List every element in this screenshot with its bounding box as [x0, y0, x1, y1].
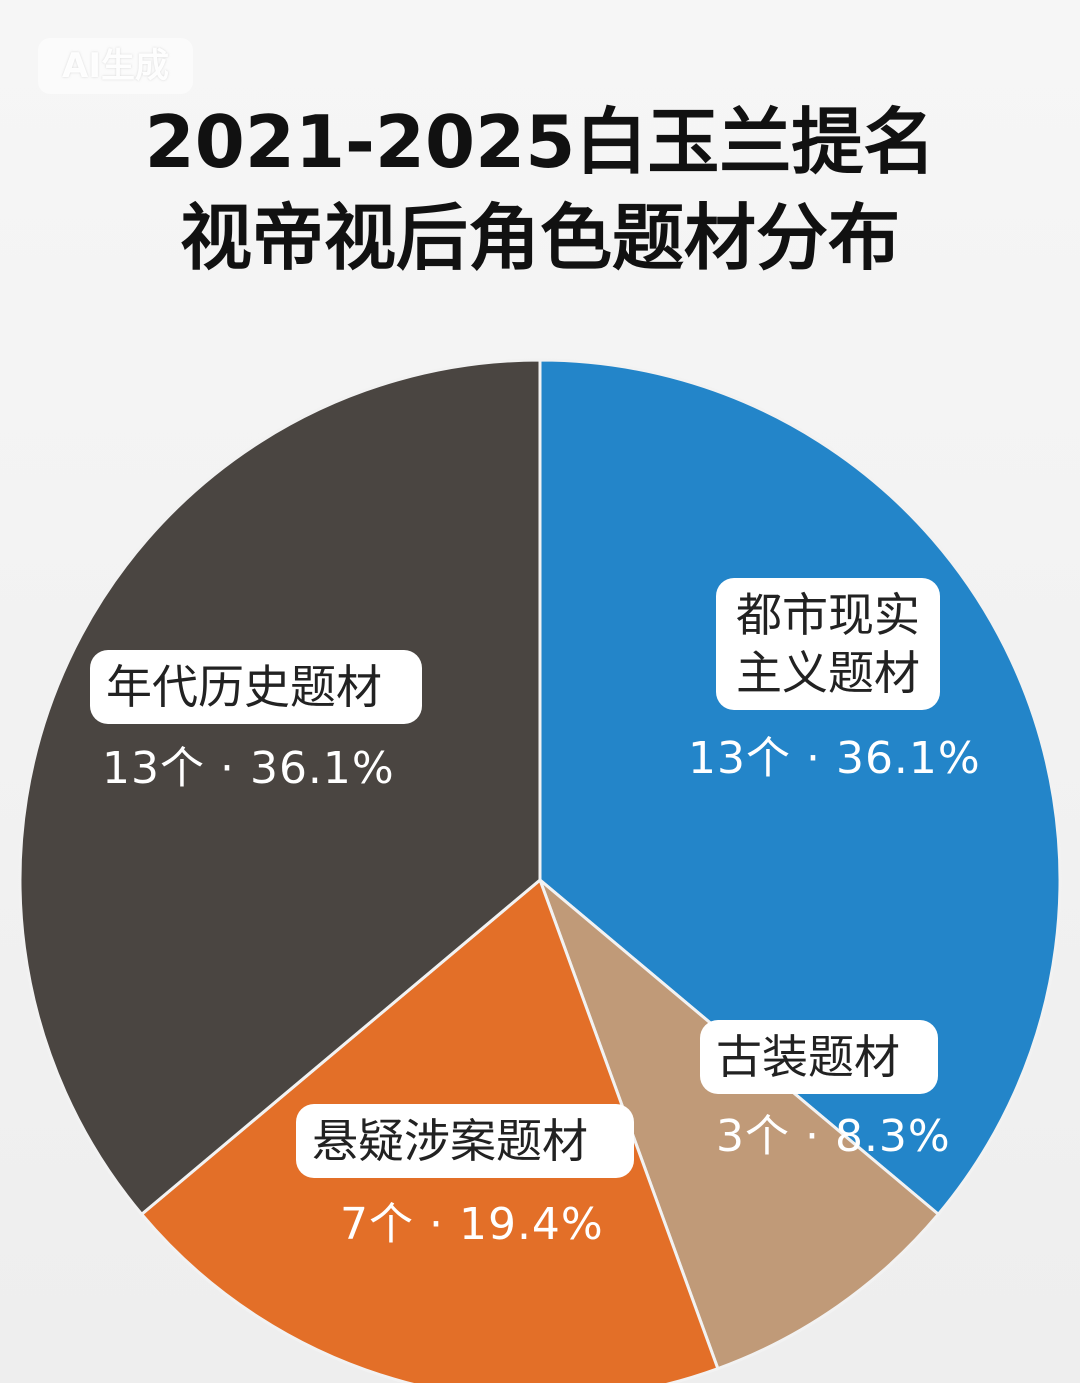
pie-slice-costume [536, 875, 941, 1371]
slice-value-suspense-crime: 7个 · 19.4% [340, 1199, 604, 1250]
slice-label-line: 都市现实 [736, 588, 920, 642]
slice-label-suspense-crime: 悬疑涉案题材 [296, 1104, 634, 1178]
slice-value-urban-realism: 13个 · 36.1% [688, 733, 981, 784]
ai-generated-watermark: AI生成 [38, 38, 193, 94]
slice-label-urban-realism: 都市现实 主义题材 [716, 578, 940, 710]
pie-slice-urban-realism [538, 358, 1062, 1217]
chart-title-line2: 视帝视后角色题材分布 [179, 196, 900, 280]
slice-label-costume: 古装题材 [700, 1020, 938, 1094]
pie-slice-period-history [18, 358, 542, 1217]
slice-value-costume: 3个 · 8.3% [716, 1111, 951, 1162]
chart-title-line1: 2021-2025白玉兰提名 [144, 100, 936, 184]
slice-value-period-history: 13个 · 36.1% [102, 743, 395, 794]
slice-label-line: 主义题材 [736, 646, 920, 700]
slice-label-period-history: 年代历史题材 [90, 650, 422, 724]
